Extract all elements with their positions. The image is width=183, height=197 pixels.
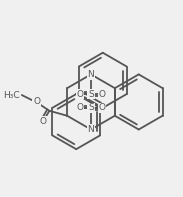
Text: O: O	[33, 98, 40, 106]
Text: O: O	[98, 103, 105, 112]
Text: S: S	[88, 103, 94, 112]
Text: O: O	[77, 90, 84, 98]
Text: O: O	[40, 117, 47, 126]
Text: N: N	[88, 125, 94, 134]
Text: H₃C: H₃C	[3, 91, 20, 99]
Text: O: O	[98, 90, 105, 98]
Text: S: S	[88, 90, 94, 98]
Text: N: N	[88, 70, 94, 79]
Text: O: O	[77, 103, 84, 112]
